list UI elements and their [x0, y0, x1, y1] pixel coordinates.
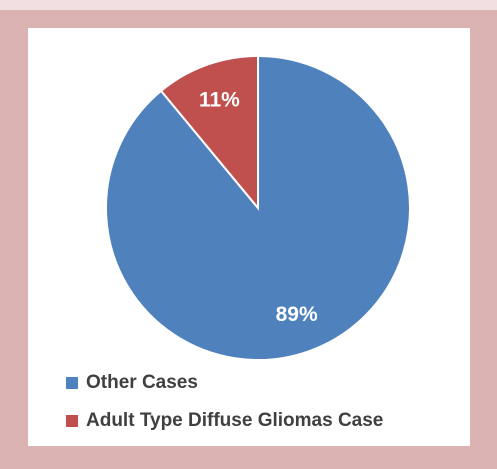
legend-label: Adult Type Diffuse Gliomas Case: [86, 410, 383, 431]
legend-swatch: [66, 377, 78, 389]
data-label: 11%: [199, 88, 240, 111]
pie-slice: [159, 54, 259, 211]
top-band: [0, 0, 497, 10]
pie-slice: [105, 54, 411, 361]
legend-swatch: [66, 415, 78, 427]
data-label: 89%: [276, 303, 318, 326]
legend-label: Other Cases: [86, 372, 198, 393]
